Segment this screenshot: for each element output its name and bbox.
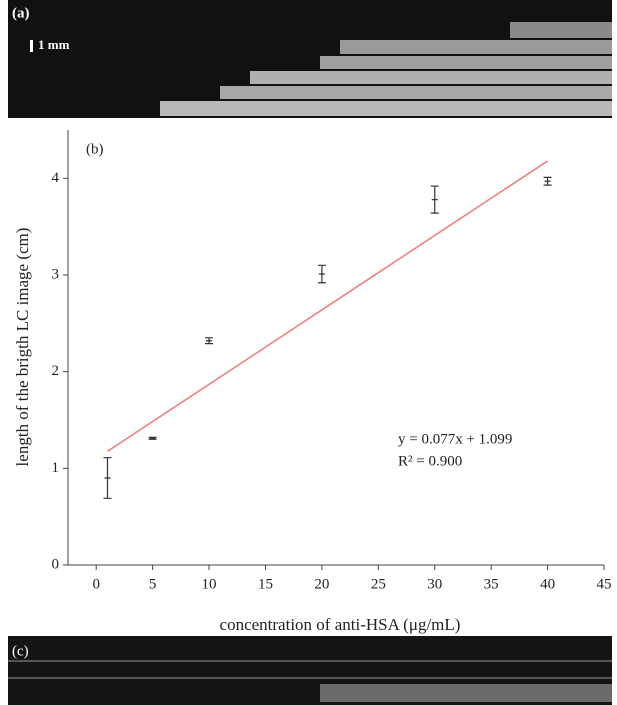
y-tick-label: 1 <box>52 460 60 476</box>
x-tick-label: 15 <box>258 576 273 592</box>
y-tick-label: 3 <box>52 266 60 282</box>
y-tick-label: 0 <box>52 556 60 572</box>
x-tick-label: 30 <box>427 576 442 592</box>
x-axis-title: concentration of anti-HSA (μg/mL) <box>220 615 461 634</box>
fit-line <box>107 161 547 451</box>
page: (a) 1 mm (c) (b) concentration of anti-H… <box>0 0 617 705</box>
figure: (a) 1 mm (c) (b) concentration of anti-H… <box>0 0 617 705</box>
x-tick-label: 40 <box>540 576 555 592</box>
error-bar <box>103 458 111 499</box>
error-bar <box>205 338 213 344</box>
panel-a-image <box>8 0 612 118</box>
x-tick-label: 35 <box>484 576 499 592</box>
x-tick-label: 10 <box>202 576 217 592</box>
error-bar <box>149 437 157 439</box>
x-tick-label: 5 <box>149 576 157 592</box>
panel-c-image <box>8 636 612 705</box>
y-axis-title: length of the brigth LC image (cm) <box>13 228 32 467</box>
x-tick-label: 45 <box>597 576 612 592</box>
error-bar <box>318 265 326 282</box>
y-tick-label: 4 <box>52 170 60 186</box>
x-tick-label: 25 <box>371 576 386 592</box>
scale-bar-label: 1 mm <box>38 37 70 52</box>
error-bar <box>544 177 552 185</box>
annotation: y = 0.077x + 1.099 <box>398 431 512 447</box>
x-tick-label: 0 <box>92 576 100 592</box>
error-bar <box>431 186 439 213</box>
panel-label: (a) <box>12 5 30 21</box>
x-tick-label: 20 <box>314 576 329 592</box>
panel-label: (c) <box>12 643 29 659</box>
annotation: R² = 0.900 <box>398 453 462 469</box>
panel-label: (b) <box>86 141 104 157</box>
y-tick-label: 2 <box>52 363 60 379</box>
